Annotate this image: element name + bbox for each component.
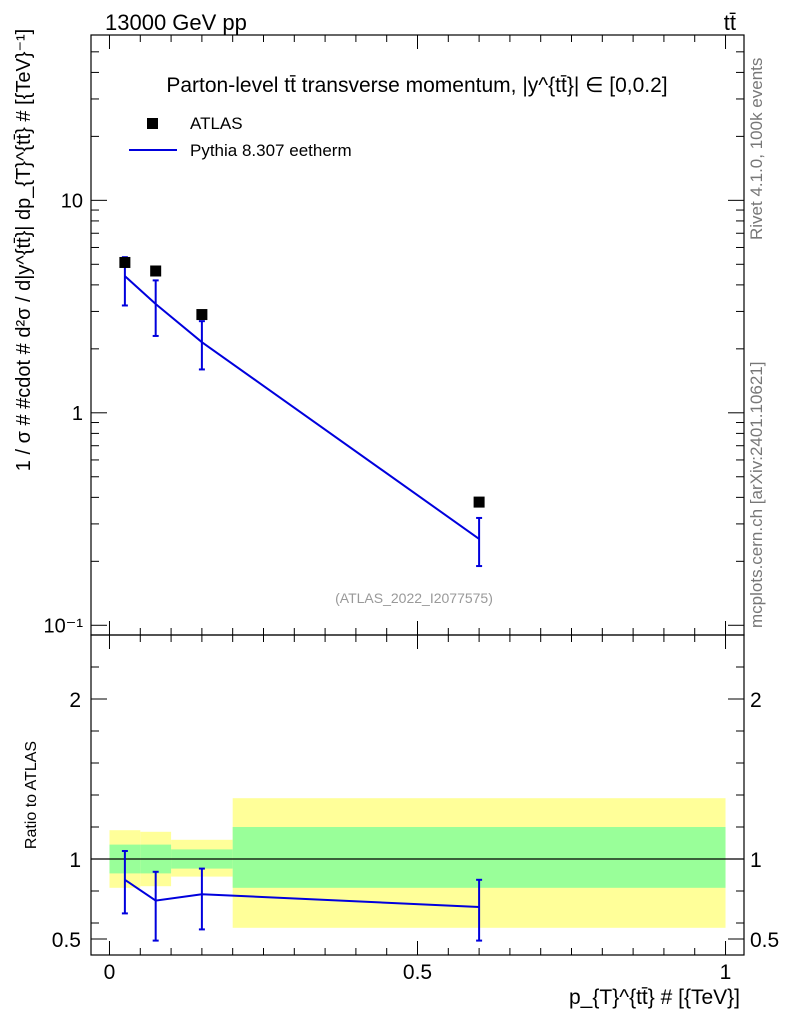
ratio-y-tick-label-right: 0.5 — [750, 929, 779, 952]
main-axis-ticks — [91, 34, 744, 636]
ratio-y-tick-label-right: 1 — [750, 849, 762, 872]
ratio-green-band — [232, 827, 726, 888]
legend: ATLAS Pythia 8.307 eetherm — [129, 114, 352, 160]
ratio-panel: 2 21 10.5 0.5 0 0.5 1 — [52, 634, 779, 984]
legend-pythia-label: Pythia 8.307 eetherm — [190, 141, 352, 160]
main-y-tick-label: 10⁻¹ — [44, 615, 84, 637]
ratio-y-tick-label-left: 1 — [69, 849, 81, 872]
x-tick-label: 1 — [720, 961, 732, 984]
main-panel: 10 1 10⁻¹ (ATLAS_2022_I2077575) Parton-lev… — [44, 34, 745, 637]
main-frame — [90, 34, 745, 636]
ratio-frame — [90, 634, 745, 956]
x-tick-label: 0.5 — [403, 961, 432, 984]
atlas-data-point — [473, 496, 485, 508]
x-tick-labels: 0 0.5 1 — [104, 961, 732, 984]
main-series — [119, 256, 485, 568]
analysis-watermark: (ATLAS_2022_I2077575) — [335, 590, 493, 606]
ratio-y-tick-label-left: 2 — [69, 689, 81, 712]
atlas-data-point — [119, 256, 131, 268]
x-tick-label: 0 — [104, 961, 116, 984]
main-y-tick-labels: 10 1 10⁻¹ — [44, 190, 84, 637]
chart-title: Parton-level tt̄ transverse momentum, |y… — [166, 74, 667, 97]
ratio-series — [121, 850, 483, 942]
legend-atlas-label: ATLAS — [190, 114, 243, 133]
ratio-y-tick-labels: 2 2 1 1 0.5 0.5 — [52, 689, 779, 952]
atlas-data-point — [196, 309, 208, 321]
main-y-axis-label: 1 / σ # #cdot # d²σ / d|y^{tt̄}| dp_{T}^… — [13, 29, 35, 471]
ratio-mc-line — [124, 878, 480, 908]
atlas-data-point — [150, 265, 162, 277]
ratio-y-tick-label-left: 0.5 — [52, 929, 81, 952]
ratio-y-tick-label-right: 2 — [750, 689, 762, 712]
mcplots-label: mcplots.cern.ch [arXiv:2401.10621] — [747, 362, 766, 628]
x-axis-label: p_{T}^{tt̄} # [{TeV}] — [569, 986, 740, 1009]
legend-atlas-marker — [147, 118, 158, 129]
process-label: tt̄ — [724, 10, 736, 35]
main-y-tick-label: 10 — [61, 190, 83, 212]
ratio-y-axis-label: Ratio to ATLAS — [23, 741, 40, 849]
mc-line — [124, 275, 480, 540]
energy-label: 13000 GeV pp — [105, 10, 247, 35]
rivet-version-label: Rivet 4.1.0, 100k events — [747, 58, 766, 240]
main-y-tick-label: 1 — [72, 403, 83, 425]
